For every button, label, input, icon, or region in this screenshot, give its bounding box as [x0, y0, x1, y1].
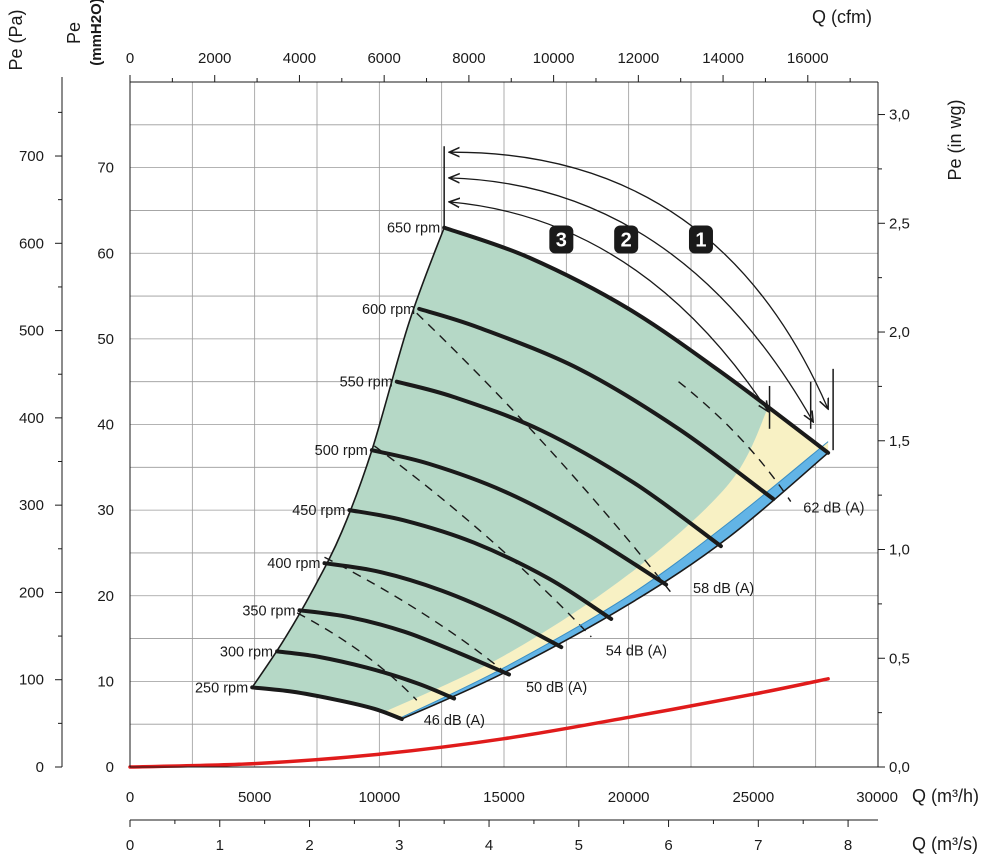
x-tick-cfm: 10000 — [533, 50, 575, 67]
rpm-label: 600 rpm — [362, 302, 415, 318]
x-tick-m3h: 25000 — [732, 789, 774, 806]
y-tick-pa: 400 — [19, 410, 44, 427]
x-tick-m3s: 1 — [216, 837, 224, 854]
x-tick-m3h: 0 — [126, 789, 134, 806]
x-tick-cfm: 14000 — [702, 50, 744, 67]
y-axis-subtitle-mmh2o: (mmH2O) — [88, 0, 105, 66]
y-tick-pa: 100 — [19, 672, 44, 689]
y-tick-inwg: 0,0 — [889, 759, 910, 776]
x-axis-title-m3s: Q (m³/s) — [912, 834, 978, 854]
y-tick-pa: 0 — [36, 759, 44, 776]
rpm-curve-450-rpm — [347, 508, 614, 621]
badge-1 — [688, 225, 713, 254]
y-axis-title-inwg: Pe (in wg) — [945, 99, 965, 180]
rpm-curve-300-rpm — [275, 649, 457, 701]
y-tick-mmh2o: 70 — [97, 160, 114, 177]
rpm-curve-400-rpm — [322, 561, 564, 650]
y-tick-pa: 700 — [19, 148, 44, 165]
x-tick-m3s: 0 — [126, 837, 134, 854]
blue-boundary — [401, 441, 829, 718]
x-tick-cfm: 2000 — [198, 50, 231, 67]
y-tick-pa: 200 — [19, 584, 44, 601]
db-label: 58 dB (A) — [693, 581, 754, 597]
y-tick-inwg: 3,0 — [889, 107, 910, 124]
x-tick-cfm: 6000 — [367, 50, 400, 67]
rpm-curve-350-rpm — [297, 608, 511, 677]
x-axis-title-m3h: Q (m³/h) — [912, 786, 979, 806]
y-tick-mmh2o: 0 — [106, 759, 114, 776]
y-tick-mmh2o: 20 — [97, 588, 114, 605]
y-tick-inwg: 2,0 — [889, 324, 910, 341]
x-tick-m3s: 3 — [395, 837, 403, 854]
badge-2-label: 2 — [621, 230, 632, 252]
rpm-curve-500-rpm — [369, 448, 669, 587]
db-label: 50 dB (A) — [526, 680, 587, 696]
y-axis-title-mmh2o: Pe — [64, 22, 84, 44]
bottom-envelope — [401, 452, 829, 720]
rpm-label: 250 rpm — [195, 680, 248, 696]
axes: 0 5000 10000 15000 20000 25000 30000 Q (m³/h)0 1… — [6, 0, 979, 854]
y-tick-inwg: 1,5 — [889, 433, 910, 450]
y-tick-mmh2o: 50 — [97, 331, 114, 348]
y-tick-inwg: 2,5 — [889, 215, 910, 232]
rpm-label: 500 rpm — [315, 443, 368, 459]
badge-1-label: 1 — [695, 230, 706, 252]
x-tick-m3s: 2 — [305, 837, 313, 854]
x-tick-m3h: 30000 — [856, 789, 898, 806]
x-tick-m3s: 7 — [754, 837, 762, 854]
db-label: 62 dB (A) — [803, 500, 864, 516]
y-tick-pa: 500 — [19, 323, 44, 340]
db-label: 46 dB (A) — [424, 713, 485, 729]
y-tick-mmh2o: 60 — [97, 245, 114, 262]
noise-line-3 — [373, 445, 592, 638]
noise-line-2 — [324, 556, 510, 676]
rpm-label: 450 rpm — [292, 503, 345, 519]
x-tick-m3h: 10000 — [358, 789, 400, 806]
x-tick-cfm: 16000 — [787, 50, 829, 67]
rpm-curve-250-rpm — [250, 685, 404, 721]
x-tick-m3s: 4 — [485, 837, 493, 854]
range-arrow-1 — [449, 152, 828, 409]
x-tick-m3s: 5 — [575, 837, 583, 854]
db-label: 54 dB (A) — [606, 643, 667, 659]
x-tick-cfm: 0 — [126, 50, 134, 67]
rpm-label: 650 rpm — [387, 221, 440, 237]
y-tick-mmh2o: 10 — [97, 673, 114, 690]
curve-labels: 650 rpm 600 rpm 550 rpm 500 rpm 450 rpm 400 r… — [195, 221, 865, 729]
rpm-label: 300 rpm — [220, 644, 273, 660]
range-arrows: 1 2 3 — [443, 146, 834, 451]
system-curve — [128, 677, 830, 769]
y-tick-pa: 600 — [19, 235, 44, 252]
y-axis-title-pa: Pe (Pa) — [6, 9, 26, 70]
rpm-label: 350 rpm — [242, 603, 295, 619]
y-tick-inwg: 1,0 — [889, 542, 910, 559]
x-tick-m3h: 20000 — [608, 789, 650, 806]
x-tick-cfm: 8000 — [452, 50, 485, 67]
x-axis-title-cfm: Q (cfm) — [812, 7, 872, 27]
x-tick-m3h: 15000 — [483, 789, 525, 806]
rpm-curve-550-rpm — [394, 379, 723, 549]
badge-3 — [549, 225, 574, 254]
x-tick-m3h: 5000 — [238, 789, 271, 806]
x-tick-m3s: 6 — [664, 837, 672, 854]
x-tick-cfm: 4000 — [283, 50, 316, 67]
badge-2 — [614, 225, 639, 254]
y-tick-pa: 300 — [19, 497, 44, 514]
y-tick-mmh2o: 40 — [97, 417, 114, 434]
x-tick-m3s: 8 — [844, 837, 852, 854]
y-tick-inwg: 0,5 — [889, 650, 910, 667]
system-curve-line — [128, 677, 830, 769]
rpm-label: 400 rpm — [267, 556, 320, 572]
noise-line-1 — [296, 612, 418, 701]
y-tick-mmh2o: 30 — [97, 502, 114, 519]
rpm-label: 550 rpm — [340, 375, 393, 391]
x-tick-cfm: 12000 — [617, 50, 659, 67]
badge-3-label: 3 — [556, 230, 567, 252]
